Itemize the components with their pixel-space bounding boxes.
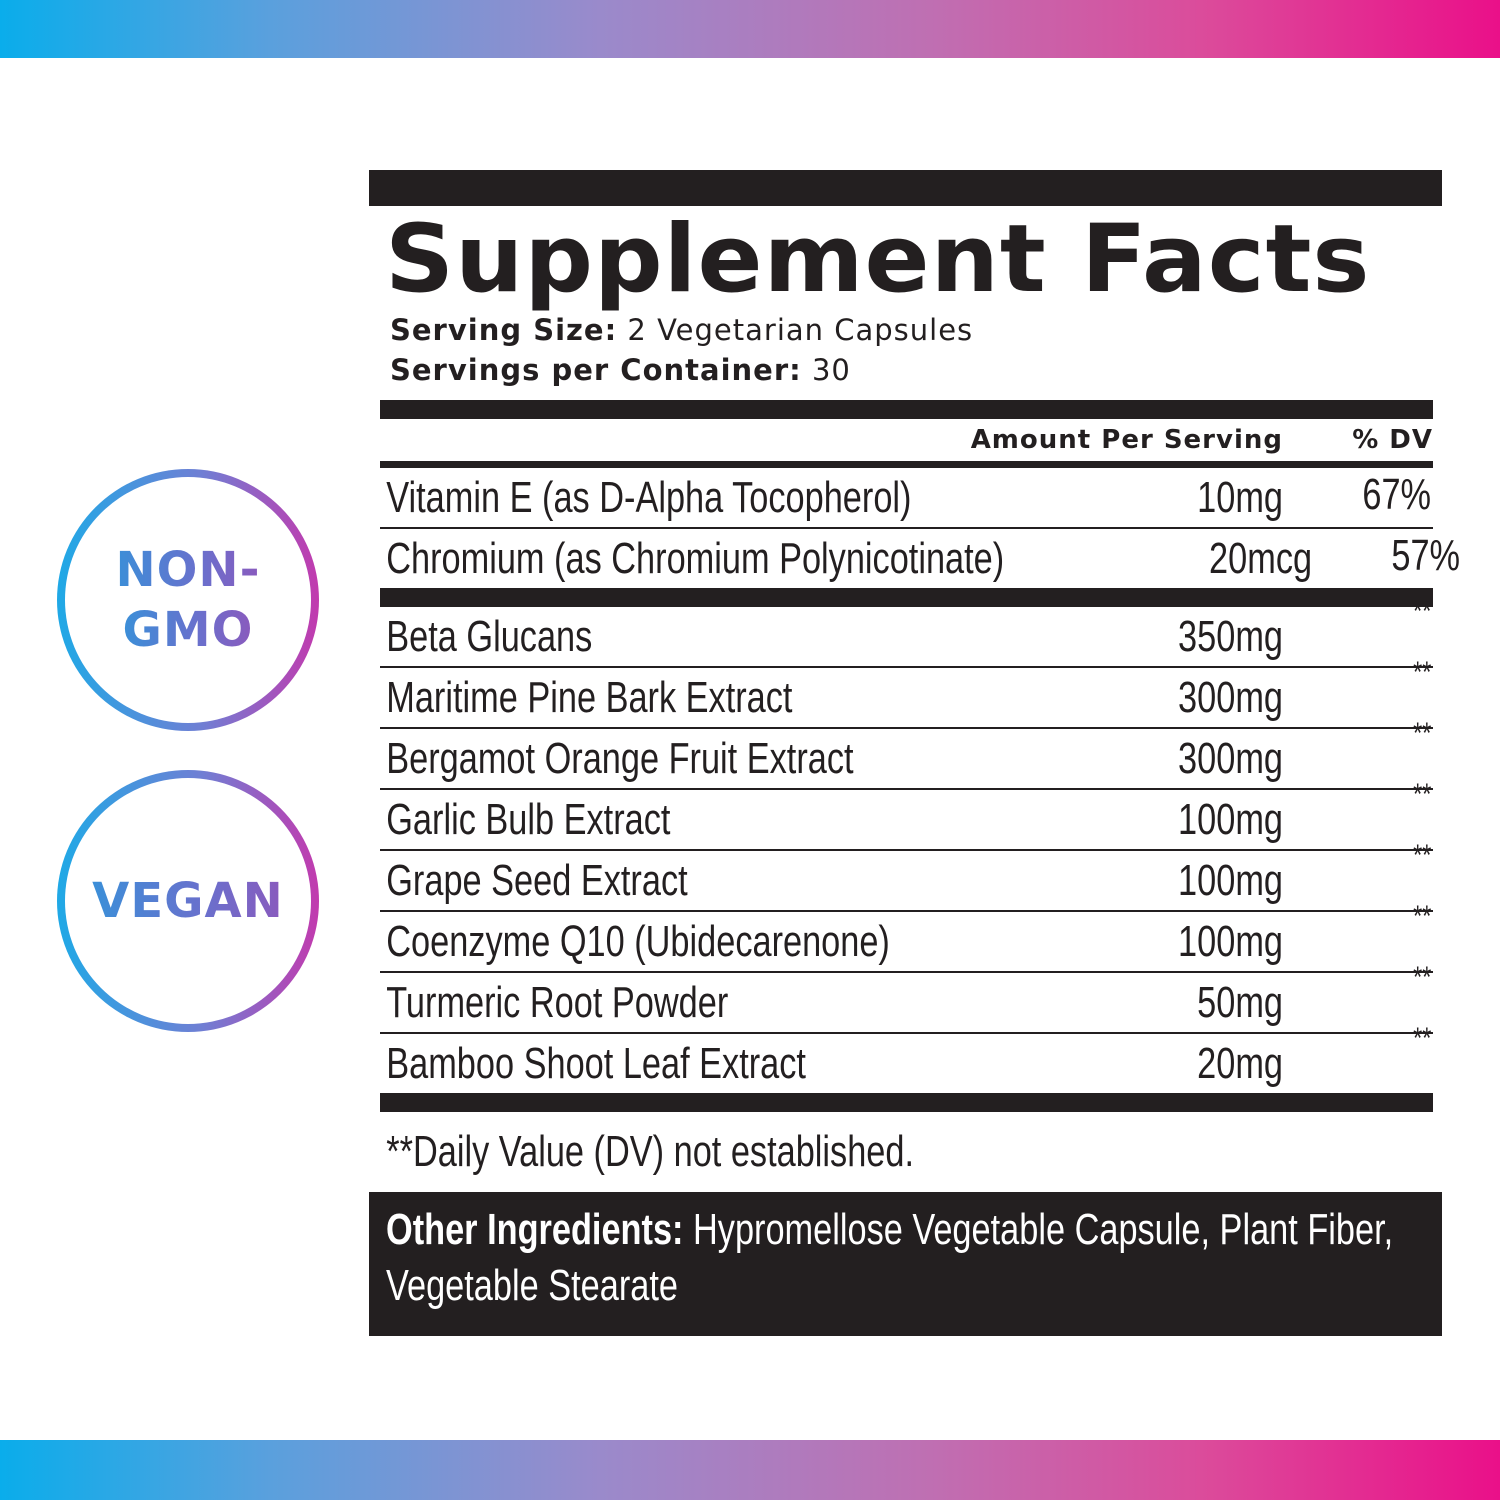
bottom-gradient-bar [0, 1440, 1500, 1500]
nutrient-name: Chromium (as Chromium Polynicotinate) [386, 533, 1005, 583]
ingredient-dv: ** [1412, 1021, 1431, 1055]
ingredient-name: Coenzyme Q10 (Ubidecarenone) [386, 916, 890, 966]
nutrient-amount: 10mg [1197, 472, 1283, 522]
thick-rule [380, 588, 1433, 607]
top-gradient-bar [0, 0, 1500, 58]
ingredient-amount: 300mg [1178, 733, 1283, 783]
supplement-facts-panel: Supplement Facts Serving Size: 2 Vegetar… [369, 170, 1460, 1336]
ingredient-name: Turmeric Root Powder [386, 977, 729, 1027]
thick-rule [380, 461, 1433, 468]
ingredient-name: Bamboo Shoot Leaf Extract [386, 1038, 806, 1088]
table-row: Maritime Pine Bark Extract 300mg ** [380, 656, 1433, 729]
nutrient-dv: 57% [1391, 530, 1461, 580]
ingredient-dv: ** [1412, 655, 1431, 689]
ingredient-dv: ** [1412, 838, 1431, 872]
badge-text: VEGAN [92, 873, 284, 929]
thick-rule [380, 400, 1433, 419]
nutrient-dv: 67% [1362, 469, 1431, 519]
ingredient-amount: 100mg [1178, 855, 1283, 905]
ingredient-name: Bergamot Orange Fruit Extract [386, 733, 854, 783]
ingredient-dv: ** [1412, 899, 1431, 933]
ingredient-dv: ** [1412, 960, 1431, 994]
ingredient-amount: 100mg [1178, 794, 1283, 844]
ingredient-amount: 300mg [1178, 672, 1283, 722]
vegan-badge-icon: VEGAN [57, 770, 319, 1032]
ingredient-name: Beta Glucans [386, 611, 593, 661]
header-amount-per-serving: Amount Per Serving [970, 425, 1283, 455]
ingredient-dv: ** [1412, 594, 1431, 628]
panel-top-rule [369, 170, 1442, 206]
table-row: Bergamot Orange Fruit Extract 300mg ** [380, 717, 1433, 790]
facts-table: Amount Per Serving % DV Vitamin E (as D-… [380, 400, 1460, 1192]
table-row: Beta Glucans 350mg ** [380, 595, 1433, 668]
table-row: Bamboo Shoot Leaf Extract 20mg ** [380, 1022, 1433, 1093]
serving-size-label: Serving Size: [390, 313, 618, 347]
serving-size-value: 2 Vegetarian Capsules [617, 313, 974, 347]
servings-per-container-value: 30 [801, 353, 851, 387]
table-row: Grape Seed Extract 100mg ** [380, 839, 1433, 912]
table-row: Garlic Bulb Extract 100mg ** [380, 778, 1433, 851]
other-ingredients: Other Ingredients: Hypromellose Vegetabl… [369, 1192, 1442, 1336]
ingredient-amount: 100mg [1178, 916, 1283, 966]
ingredient-dv: ** [1412, 716, 1431, 750]
table-header: Amount Per Serving % DV [380, 419, 1433, 461]
nutrient-name: Vitamin E (as D-Alpha Tocopherol) [386, 472, 912, 522]
dv-footnote: **Daily Value (DV) not established. [386, 1127, 915, 1176]
badge-text-line2: GMO [122, 602, 254, 658]
ingredient-dv: ** [1412, 777, 1431, 811]
badge-text-line1: NON- [115, 542, 261, 598]
table-row: Coenzyme Q10 (Ubidecarenone) 100mg ** [380, 900, 1433, 973]
table-row: Turmeric Root Powder 50mg ** [380, 961, 1433, 1034]
serving-size: Serving Size: 2 Vegetarian Capsules [390, 310, 1442, 350]
ingredient-name: Garlic Bulb Extract [386, 794, 671, 844]
table-row: Vitamin E (as D-Alpha Tocopherol) 10mg 6… [380, 468, 1433, 529]
servings-per-container: Servings per Container: 30 [390, 350, 1442, 390]
header-dv: % DV [1352, 425, 1433, 455]
servings-per-container-label: Servings per Container: [390, 353, 802, 387]
ingredient-name: Grape Seed Extract [386, 855, 688, 905]
other-ingredients-value: Hypromellose Vegetable Capsule, Plant Fi… [386, 1205, 1394, 1310]
panel-title: Supplement Facts [385, 205, 1371, 314]
non-gmo-badge-icon: NON- GMO [57, 469, 319, 731]
ingredient-amount: 350mg [1178, 611, 1283, 661]
ingredient-amount: 50mg [1197, 977, 1283, 1027]
ingredient-name: Maritime Pine Bark Extract [386, 672, 793, 722]
nutrient-amount: 20mcg [1209, 533, 1313, 583]
thick-rule [380, 1093, 1433, 1112]
ingredient-amount: 20mg [1197, 1038, 1283, 1088]
table-row: Chromium (as Chromium Polynicotinate) 20… [380, 529, 1460, 588]
other-ingredients-label: Other Ingredients: [386, 1205, 684, 1254]
